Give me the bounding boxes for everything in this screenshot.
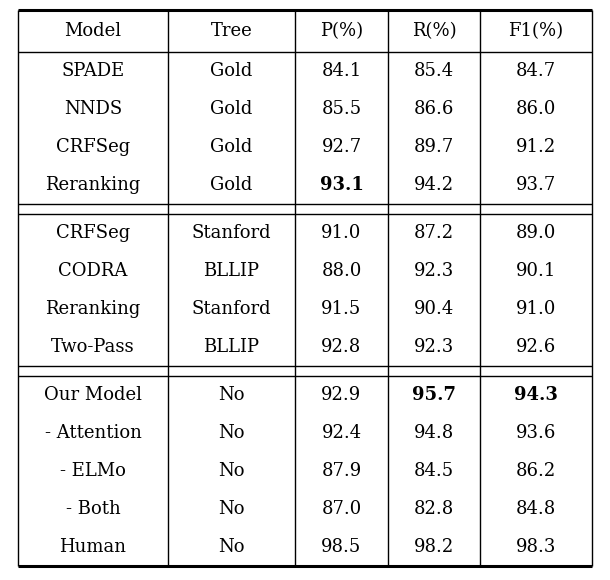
Text: 98.2: 98.2 <box>414 538 454 556</box>
Text: 88.0: 88.0 <box>321 262 362 280</box>
Text: 89.0: 89.0 <box>516 224 556 242</box>
Text: 86.2: 86.2 <box>516 462 556 480</box>
Text: 84.7: 84.7 <box>516 62 556 80</box>
Text: 92.7: 92.7 <box>321 138 362 156</box>
Text: - Both: - Both <box>66 500 120 518</box>
Text: 86.6: 86.6 <box>414 100 454 118</box>
Text: 92.4: 92.4 <box>321 424 362 442</box>
Text: 91.0: 91.0 <box>516 300 556 318</box>
Text: 90.1: 90.1 <box>516 262 556 280</box>
Text: Model: Model <box>65 22 121 40</box>
Text: Stanford: Stanford <box>192 224 271 242</box>
Text: Human: Human <box>60 538 126 556</box>
Text: 92.3: 92.3 <box>414 262 454 280</box>
Text: Stanford: Stanford <box>192 300 271 318</box>
Text: 94.8: 94.8 <box>414 424 454 442</box>
Text: 98.3: 98.3 <box>516 538 556 556</box>
Text: 86.0: 86.0 <box>516 100 556 118</box>
Text: Gold: Gold <box>210 100 253 118</box>
Text: 91.5: 91.5 <box>321 300 362 318</box>
Text: No: No <box>218 424 245 442</box>
Text: 94.2: 94.2 <box>414 176 454 194</box>
Text: 93.1: 93.1 <box>320 176 364 194</box>
Text: Reranking: Reranking <box>45 176 141 194</box>
Text: 84.5: 84.5 <box>414 462 454 480</box>
Text: No: No <box>218 538 245 556</box>
Text: 93.6: 93.6 <box>516 424 556 442</box>
Text: Gold: Gold <box>210 138 253 156</box>
Text: Our Model: Our Model <box>44 386 142 404</box>
Text: No: No <box>218 462 245 480</box>
Text: 92.8: 92.8 <box>321 338 362 356</box>
Text: 92.3: 92.3 <box>414 338 454 356</box>
Text: Gold: Gold <box>210 62 253 80</box>
Text: BLLIP: BLLIP <box>204 262 259 280</box>
Text: 92.9: 92.9 <box>321 386 362 404</box>
Text: 90.4: 90.4 <box>414 300 454 318</box>
Text: 87.2: 87.2 <box>414 224 454 242</box>
Text: CRFSeg: CRFSeg <box>56 224 130 242</box>
Text: Tree: Tree <box>210 22 253 40</box>
Text: P(%): P(%) <box>320 22 363 40</box>
Text: CRFSeg: CRFSeg <box>56 138 130 156</box>
Text: SPADE: SPADE <box>62 62 124 80</box>
Text: 87.0: 87.0 <box>321 500 362 518</box>
Text: NNDS: NNDS <box>64 100 122 118</box>
Text: 87.9: 87.9 <box>321 462 362 480</box>
Text: Reranking: Reranking <box>45 300 141 318</box>
Text: Gold: Gold <box>210 176 253 194</box>
Text: 98.5: 98.5 <box>321 538 362 556</box>
Text: 92.6: 92.6 <box>516 338 556 356</box>
Text: 84.8: 84.8 <box>516 500 556 518</box>
Text: No: No <box>218 386 245 404</box>
Text: R(%): R(%) <box>412 22 456 40</box>
Text: BLLIP: BLLIP <box>204 338 259 356</box>
Text: 93.7: 93.7 <box>516 176 556 194</box>
Text: 84.1: 84.1 <box>321 62 362 80</box>
Text: F1(%): F1(%) <box>509 22 564 40</box>
Text: No: No <box>218 500 245 518</box>
Text: - Attention: - Attention <box>45 424 142 442</box>
Text: 85.5: 85.5 <box>321 100 362 118</box>
Text: Two-Pass: Two-Pass <box>51 338 135 356</box>
Text: 95.7: 95.7 <box>412 386 456 404</box>
Text: 91.0: 91.0 <box>321 224 362 242</box>
Text: 89.7: 89.7 <box>414 138 454 156</box>
Text: 85.4: 85.4 <box>414 62 454 80</box>
Text: 91.2: 91.2 <box>516 138 556 156</box>
Text: - ELMo: - ELMo <box>60 462 126 480</box>
Text: 94.3: 94.3 <box>514 386 558 404</box>
Text: 82.8: 82.8 <box>414 500 454 518</box>
Text: CODRA: CODRA <box>59 262 127 280</box>
